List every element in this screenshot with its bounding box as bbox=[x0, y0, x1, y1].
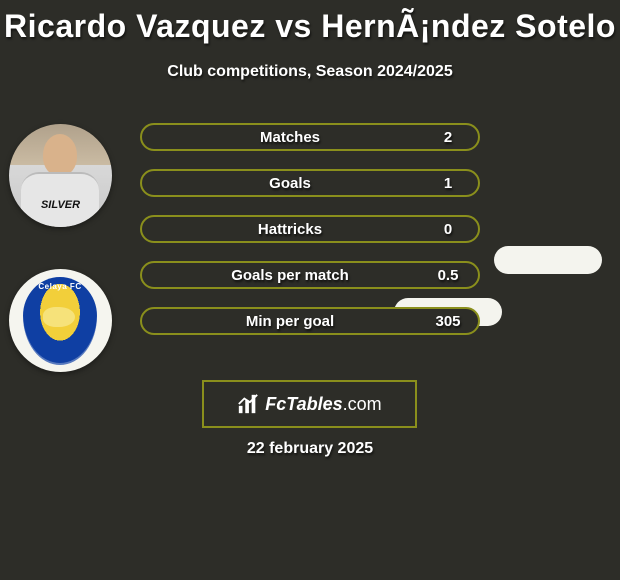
brand-text: FcTables.com bbox=[265, 394, 381, 415]
avatar-head-shape bbox=[43, 134, 77, 176]
stat-row-min-per-goal: Min per goal 305 bbox=[140, 307, 480, 335]
stat-value: 305 bbox=[418, 313, 478, 330]
player-avatar: SILVER bbox=[9, 124, 112, 227]
brand-box: FcTables.com bbox=[202, 380, 417, 428]
stat-label: Hattricks bbox=[142, 221, 418, 238]
player-jersey-text: SILVER bbox=[9, 199, 112, 211]
brand-text-main: FcTables bbox=[265, 394, 342, 414]
stat-value: 1 bbox=[418, 175, 478, 192]
club-avatar: Celaya FC bbox=[9, 269, 112, 372]
stat-value: 0.5 bbox=[418, 267, 478, 284]
stats-panel: Matches 2 Goals 1 Hattricks 0 Goals per … bbox=[140, 123, 480, 353]
stat-label: Goals bbox=[142, 175, 418, 192]
brand-text-suffix: .com bbox=[343, 394, 382, 414]
club-badge: Celaya FC bbox=[23, 277, 97, 365]
page-title: Ricardo Vazquez vs HernÃ¡ndez Sotelo bbox=[0, 0, 620, 45]
stat-label: Min per goal bbox=[142, 313, 418, 330]
stat-row-goals: Goals 1 bbox=[140, 169, 480, 197]
brand-logo-icon bbox=[237, 393, 259, 415]
stat-label: Matches bbox=[142, 129, 418, 146]
date-text: 22 february 2025 bbox=[0, 440, 620, 458]
comparison-pill bbox=[494, 246, 602, 274]
stat-value: 0 bbox=[418, 221, 478, 238]
stat-row-goals-per-match: Goals per match 0.5 bbox=[140, 261, 480, 289]
club-badge-text: Celaya FC bbox=[23, 282, 97, 291]
avatar-column: SILVER Celaya FC bbox=[9, 124, 119, 372]
page-subtitle: Club competitions, Season 2024/2025 bbox=[0, 63, 620, 81]
stat-row-hattricks: Hattricks 0 bbox=[140, 215, 480, 243]
stat-row-matches: Matches 2 bbox=[140, 123, 480, 151]
stat-value: 2 bbox=[418, 129, 478, 146]
stat-label: Goals per match bbox=[142, 267, 418, 284]
club-badge-bull-shape bbox=[43, 307, 75, 327]
